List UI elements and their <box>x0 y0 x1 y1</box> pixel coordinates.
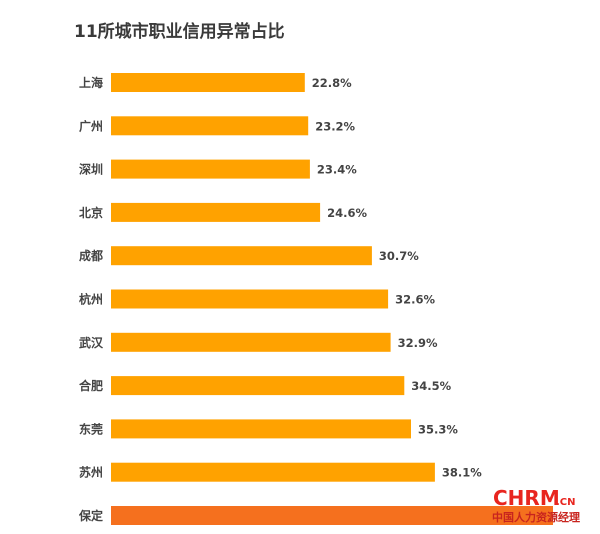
chart-title: 11所城市职业信用异常占比 <box>74 21 285 42</box>
bar-0 <box>111 73 305 92</box>
category-label-4: 成都 <box>79 248 103 263</box>
bar-3 <box>111 202 321 222</box>
bars-layer: 上海 22.8% 广州 23.2% 深圳 23.4% 北京 24.6% 成都 30.7% 杭州 32.… <box>78 73 553 525</box>
chrm-watermark: CHRM .CN 中国人力资源经理 <box>492 486 580 524</box>
category-label-6: 武汉 <box>79 335 104 350</box>
category-label-5: 杭州 <box>79 292 103 307</box>
watermark-suffix: .CN <box>556 497 576 508</box>
value-label-9: 38.1% <box>442 466 482 480</box>
watermark-brand: CHRM <box>493 486 560 510</box>
category-label-10: 保定 <box>78 508 103 523</box>
value-label-7: 34.5% <box>411 379 451 393</box>
bar-2 <box>111 159 310 179</box>
value-label-2: 23.4% <box>317 163 357 177</box>
bar-1 <box>111 116 309 136</box>
category-label-3: 北京 <box>79 205 103 220</box>
category-label-8: 东莞 <box>79 421 103 436</box>
bar-8 <box>111 419 411 439</box>
bar-5 <box>111 289 389 309</box>
value-label-8: 35.3% <box>418 422 458 436</box>
watermark-subtitle: 中国人力资源经理 <box>492 510 580 524</box>
category-label-9: 苏州 <box>79 465 103 480</box>
category-label-2: 深圳 <box>79 162 103 177</box>
category-label-1: 广州 <box>79 118 103 133</box>
category-label-7: 合肥 <box>79 378 103 393</box>
value-label-5: 32.6% <box>395 293 435 307</box>
bar-10 <box>111 506 553 525</box>
value-label-3: 24.6% <box>327 206 367 220</box>
bar-7 <box>111 376 405 396</box>
bar-9 <box>111 462 435 482</box>
category-label-0: 上海 <box>79 75 103 90</box>
value-label-4: 30.7% <box>379 249 419 263</box>
bar-6 <box>111 332 391 352</box>
value-label-0: 22.8% <box>312 76 352 90</box>
bar-4 <box>111 246 372 266</box>
value-label-6: 32.9% <box>398 336 438 350</box>
value-label-1: 23.2% <box>315 119 355 133</box>
